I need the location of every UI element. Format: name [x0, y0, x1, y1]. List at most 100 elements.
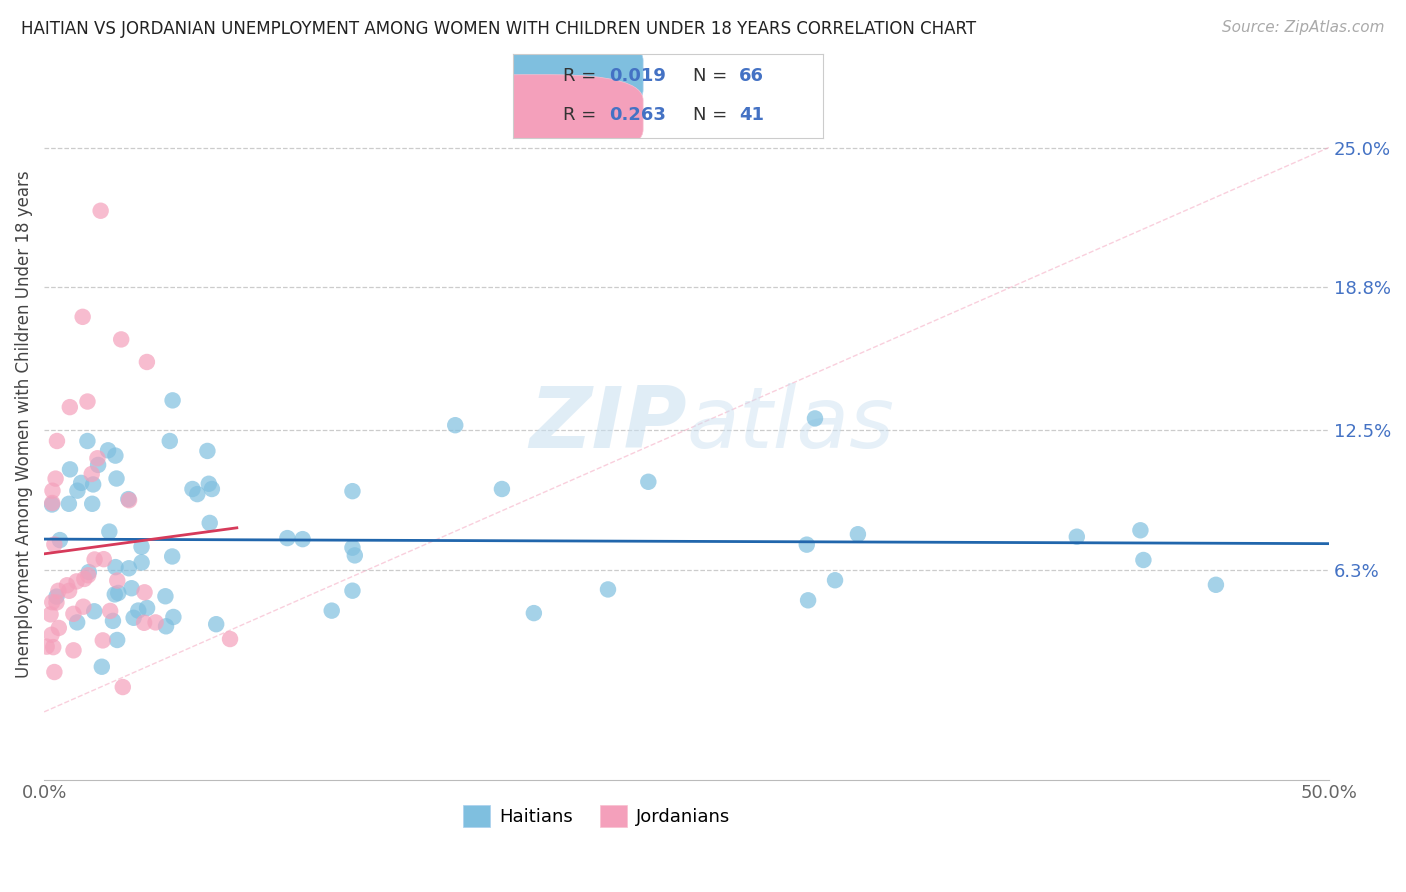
Point: [41, 496, 63, 510]
Point: [42, 640, 65, 654]
Point: [1205, 578, 1227, 592]
Point: [134, 585, 156, 599]
Point: [66, 615, 89, 630]
Point: [62, 607, 84, 621]
Point: [491, 482, 513, 496]
Text: R =: R =: [562, 67, 602, 85]
Point: [1066, 530, 1088, 544]
Point: [105, 632, 128, 647]
Point: [343, 549, 366, 563]
Point: [155, 619, 177, 633]
Point: [117, 492, 139, 507]
Point: [201, 482, 224, 496]
Point: [76, 434, 98, 448]
Point: [131, 556, 153, 570]
Text: 66: 66: [740, 67, 763, 85]
Point: [824, 573, 846, 587]
Point: [107, 586, 129, 600]
Point: [93, 552, 115, 566]
Text: 41: 41: [740, 106, 763, 124]
Point: [90, 203, 112, 218]
Text: N =: N =: [693, 106, 733, 124]
Text: N =: N =: [693, 67, 733, 85]
Point: [82, 497, 104, 511]
Point: [83, 552, 105, 566]
Point: [104, 560, 127, 574]
Point: [111, 680, 134, 694]
Point: [291, 532, 314, 546]
Point: [796, 538, 818, 552]
Point: [197, 476, 219, 491]
Point: [77, 568, 100, 582]
Text: Source: ZipAtlas.com: Source: ZipAtlas.com: [1222, 20, 1385, 35]
Point: [127, 603, 149, 617]
Point: [342, 541, 364, 555]
Point: [59, 462, 82, 476]
Point: [444, 418, 467, 433]
Point: [101, 614, 124, 628]
Point: [70, 475, 93, 490]
Text: atlas: atlas: [686, 383, 894, 466]
Point: [145, 615, 167, 630]
Point: [98, 604, 121, 618]
Point: [637, 475, 659, 489]
Point: [105, 574, 128, 588]
Point: [80, 467, 103, 481]
Point: [276, 531, 298, 545]
FancyBboxPatch shape: [430, 75, 643, 155]
Point: [44, 537, 66, 551]
Text: 0.263: 0.263: [609, 106, 666, 124]
Point: [59, 400, 82, 414]
Point: [162, 610, 184, 624]
Point: [83, 604, 105, 618]
Point: [596, 582, 619, 597]
Point: [342, 583, 364, 598]
Point: [804, 411, 827, 425]
Point: [87, 458, 110, 472]
Point: [45, 595, 67, 609]
Point: [104, 587, 127, 601]
Point: [121, 581, 143, 595]
Point: [797, 593, 820, 607]
Point: [41, 498, 63, 512]
Point: [56, 578, 79, 592]
Point: [62, 643, 84, 657]
Point: [44, 665, 66, 679]
Point: [41, 483, 63, 498]
Text: R =: R =: [562, 106, 602, 124]
Y-axis label: Unemployment Among Women with Children Under 18 years: Unemployment Among Women with Children U…: [15, 170, 32, 678]
Point: [135, 355, 157, 369]
Point: [136, 601, 159, 615]
Text: HAITIAN VS JORDANIAN UNEMPLOYMENT AMONG WOMEN WITH CHILDREN UNDER 18 YEARS CORRE: HAITIAN VS JORDANIAN UNEMPLOYMENT AMONG …: [21, 20, 976, 37]
Point: [35, 640, 58, 654]
Point: [48, 621, 70, 635]
Point: [159, 434, 181, 448]
Point: [48, 583, 70, 598]
Point: [132, 615, 155, 630]
Point: [198, 516, 221, 530]
Point: [162, 393, 184, 408]
Text: ZIP: ZIP: [529, 383, 686, 466]
Point: [131, 540, 153, 554]
Point: [1129, 523, 1152, 537]
Point: [846, 527, 869, 541]
Point: [122, 611, 145, 625]
Point: [45, 590, 67, 604]
Point: [73, 572, 96, 586]
Point: [1132, 553, 1154, 567]
Point: [118, 493, 141, 508]
Point: [77, 565, 100, 579]
Point: [118, 561, 141, 575]
Point: [41, 628, 63, 642]
Point: [46, 434, 69, 448]
Legend: Haitians, Jordanians: Haitians, Jordanians: [456, 798, 737, 835]
Point: [197, 444, 219, 458]
Point: [181, 482, 204, 496]
Point: [39, 607, 62, 622]
Point: [186, 487, 208, 501]
Point: [86, 451, 108, 466]
Point: [58, 583, 80, 598]
Point: [76, 394, 98, 409]
Point: [72, 310, 94, 324]
FancyBboxPatch shape: [430, 35, 643, 115]
